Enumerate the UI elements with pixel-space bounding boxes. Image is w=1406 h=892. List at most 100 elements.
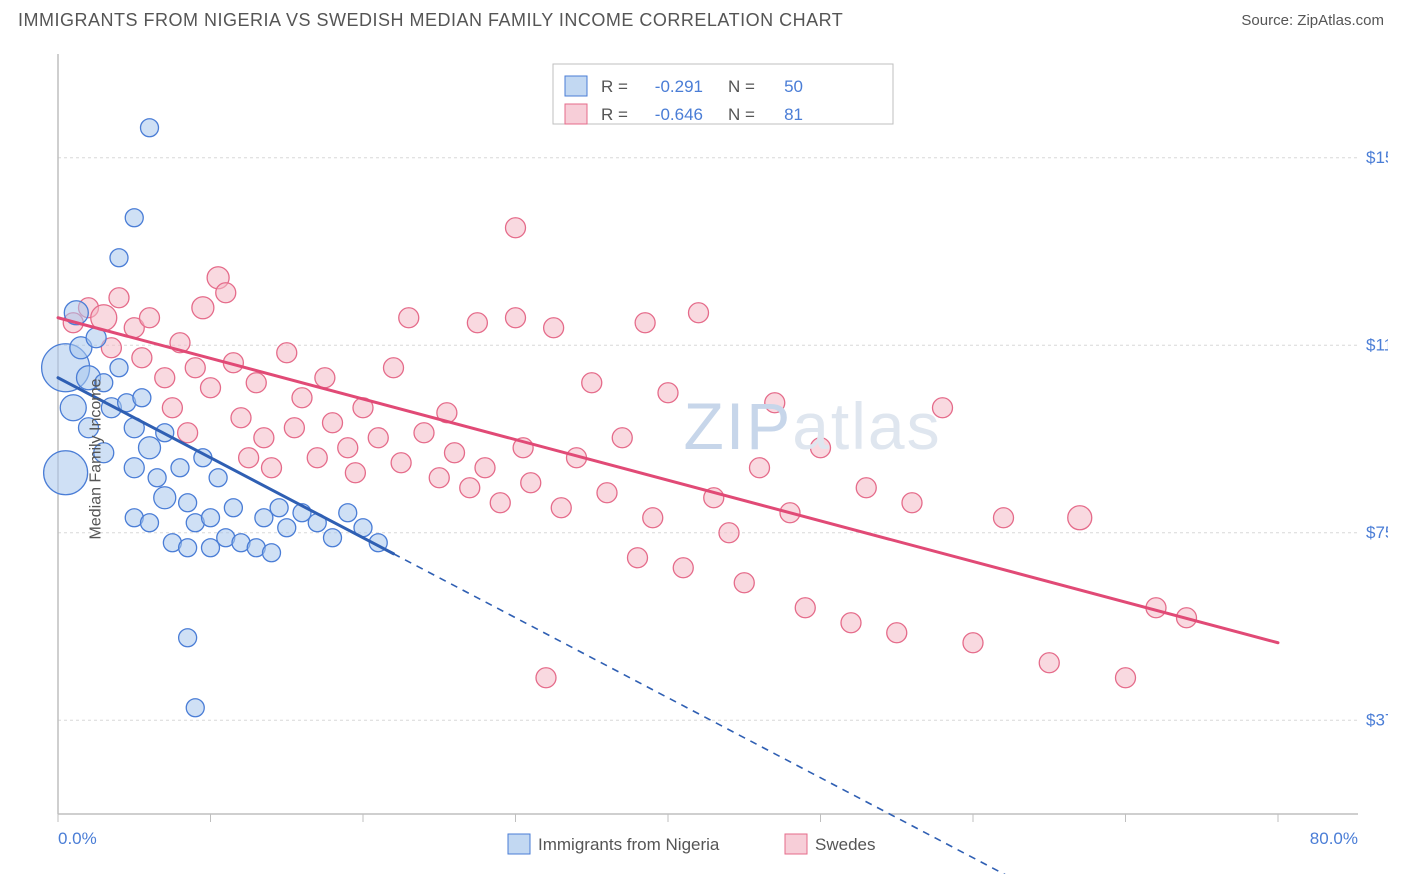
point-nigeria bbox=[186, 699, 204, 717]
point-nigeria bbox=[171, 459, 189, 477]
trendline-nigeria bbox=[58, 378, 394, 554]
point-swedes bbox=[323, 413, 343, 433]
correlation-scatter-chart: $37,500$75,000$112,500$150,0000.0%80.0%R… bbox=[18, 44, 1388, 874]
point-swedes bbox=[460, 478, 480, 498]
legend-swatch-nigeria bbox=[565, 76, 587, 96]
point-swedes bbox=[109, 288, 129, 308]
point-swedes bbox=[162, 398, 182, 418]
point-nigeria bbox=[324, 529, 342, 547]
point-swedes bbox=[582, 373, 602, 393]
point-swedes bbox=[231, 408, 251, 428]
point-swedes bbox=[284, 418, 304, 438]
point-swedes bbox=[612, 428, 632, 448]
legend-bottom-swatch-nigeria bbox=[508, 834, 530, 854]
point-swedes bbox=[475, 458, 495, 478]
point-swedes bbox=[384, 358, 404, 378]
point-swedes bbox=[391, 453, 411, 473]
trendline-nigeria-extrapolated bbox=[394, 554, 1010, 874]
point-swedes bbox=[963, 633, 983, 653]
point-swedes bbox=[811, 438, 831, 458]
point-swedes bbox=[201, 378, 221, 398]
point-nigeria bbox=[202, 539, 220, 557]
point-swedes bbox=[506, 308, 526, 328]
point-nigeria bbox=[110, 249, 128, 267]
point-swedes bbox=[345, 463, 365, 483]
point-swedes bbox=[994, 508, 1014, 528]
point-swedes bbox=[140, 308, 160, 328]
point-swedes bbox=[643, 508, 663, 528]
y-tick-label: $37,500 bbox=[1366, 710, 1388, 729]
y-tick-label: $150,000 bbox=[1366, 148, 1388, 167]
point-nigeria bbox=[60, 395, 86, 421]
point-swedes bbox=[277, 343, 297, 363]
point-swedes bbox=[734, 573, 754, 593]
point-nigeria bbox=[179, 494, 197, 512]
point-swedes bbox=[719, 523, 739, 543]
point-swedes bbox=[795, 598, 815, 618]
point-swedes bbox=[338, 438, 358, 458]
source-name: ZipAtlas.com bbox=[1297, 12, 1384, 29]
x-label-right: 80.0% bbox=[1310, 829, 1358, 848]
point-swedes bbox=[254, 428, 274, 448]
chart-header: IMMIGRANTS FROM NIGERIA VS SWEDISH MEDIA… bbox=[0, 0, 1406, 37]
point-nigeria bbox=[263, 544, 281, 562]
legend-swatch-swedes bbox=[565, 104, 587, 124]
point-swedes bbox=[506, 218, 526, 238]
point-swedes bbox=[544, 318, 564, 338]
point-swedes bbox=[315, 368, 335, 388]
point-nigeria bbox=[255, 509, 273, 527]
point-swedes bbox=[765, 393, 785, 413]
point-swedes bbox=[292, 388, 312, 408]
point-nigeria bbox=[179, 539, 197, 557]
point-swedes bbox=[414, 423, 434, 443]
point-swedes bbox=[689, 303, 709, 323]
legend-N-value: 81 bbox=[784, 105, 803, 124]
point-swedes bbox=[178, 423, 198, 443]
point-swedes bbox=[856, 478, 876, 498]
point-swedes bbox=[658, 383, 678, 403]
legend-R-value: -0.291 bbox=[655, 77, 703, 96]
point-swedes bbox=[307, 448, 327, 468]
point-nigeria bbox=[133, 389, 151, 407]
point-swedes bbox=[841, 613, 861, 633]
source-prefix: Source: bbox=[1241, 12, 1297, 29]
point-nigeria bbox=[141, 514, 159, 532]
legend-R-label: R = bbox=[601, 105, 628, 124]
point-nigeria bbox=[141, 119, 159, 137]
point-nigeria bbox=[148, 469, 166, 487]
x-label-left: 0.0% bbox=[58, 829, 97, 848]
legend-bottom-label-nigeria: Immigrants from Nigeria bbox=[538, 835, 720, 854]
point-nigeria bbox=[202, 509, 220, 527]
point-swedes bbox=[628, 548, 648, 568]
point-swedes bbox=[1116, 668, 1136, 688]
point-swedes bbox=[490, 493, 510, 513]
legend-N-label: N = bbox=[728, 77, 755, 96]
point-nigeria bbox=[270, 499, 288, 517]
point-swedes bbox=[155, 368, 175, 388]
point-swedes bbox=[246, 373, 266, 393]
point-swedes bbox=[887, 623, 907, 643]
legend-bottom-label-swedes: Swedes bbox=[815, 835, 875, 854]
chart-source: Source: ZipAtlas.com bbox=[1241, 12, 1384, 29]
point-nigeria bbox=[110, 359, 128, 377]
y-tick-label: $75,000 bbox=[1366, 523, 1388, 542]
point-swedes bbox=[192, 297, 214, 319]
point-swedes bbox=[399, 308, 419, 328]
legend-R-label: R = bbox=[601, 77, 628, 96]
point-swedes bbox=[429, 468, 449, 488]
legend-N-label: N = bbox=[728, 105, 755, 124]
point-swedes bbox=[1068, 506, 1092, 530]
trendline-swedes bbox=[58, 318, 1278, 643]
point-nigeria bbox=[154, 487, 176, 509]
point-swedes bbox=[551, 498, 571, 518]
point-nigeria bbox=[139, 437, 161, 459]
point-swedes bbox=[536, 668, 556, 688]
point-nigeria bbox=[125, 209, 143, 227]
point-swedes bbox=[467, 313, 487, 333]
chart-container: Median Family Income $37,500$75,000$112,… bbox=[18, 44, 1388, 874]
point-nigeria bbox=[124, 458, 144, 478]
point-nigeria bbox=[278, 519, 296, 537]
point-swedes bbox=[262, 458, 282, 478]
y-axis-label: Median Family Income bbox=[87, 379, 105, 540]
point-swedes bbox=[635, 313, 655, 333]
